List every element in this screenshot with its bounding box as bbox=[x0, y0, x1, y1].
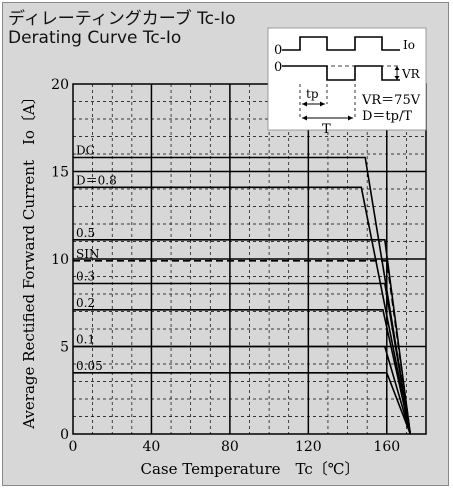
series-line-2 bbox=[73, 239, 412, 435]
series-label-1: D＝0.8 bbox=[76, 173, 117, 187]
series-label-3: SIN bbox=[76, 247, 99, 261]
y-tick-label: 15 bbox=[51, 165, 69, 181]
tick-labels: 0 40 80 120 160 0 5 10 15 20 bbox=[51, 77, 400, 455]
x-tick-label: 0 bbox=[69, 439, 78, 455]
series-labels: DC D＝0.8 0.5 SIN 0.3 0.2 0.1 0.05 bbox=[76, 144, 117, 373]
grid bbox=[73, 84, 426, 434]
series-label-0: DC bbox=[76, 144, 95, 158]
series-line-5 bbox=[73, 308, 412, 435]
series-label-4: 0.3 bbox=[76, 270, 95, 284]
series-line-0 bbox=[73, 156, 412, 435]
inset-vr-label: VR bbox=[401, 67, 421, 81]
series-line-6 bbox=[73, 345, 412, 435]
inset-vr-value: VR＝75V bbox=[361, 93, 421, 108]
y-axis-label: Average Rectified Forward Current Io〔A〕 bbox=[20, 89, 38, 430]
y-tick-label: 0 bbox=[60, 427, 69, 443]
chart-subtitle: Derating Curve Tc-Io bbox=[8, 28, 182, 48]
inset-tp-label: tp bbox=[306, 87, 319, 101]
y-tick-label: 5 bbox=[60, 340, 69, 356]
x-tick-label: 160 bbox=[373, 439, 400, 455]
x-tick-label: 40 bbox=[143, 439, 161, 455]
waveform-inset: 0 0 Io VR tp T VR＝75V D＝tp/T bbox=[267, 27, 427, 137]
series-label-6: 0.1 bbox=[76, 333, 95, 347]
series-label-5: 0.2 bbox=[76, 296, 95, 310]
inset-t-label: T bbox=[322, 122, 331, 137]
chart-title: ディレーティングカーブ Tc-Io bbox=[8, 9, 236, 29]
plot-frame bbox=[72, 83, 427, 435]
io-waveform bbox=[282, 36, 400, 51]
series-line-1 bbox=[73, 186, 412, 435]
x-tick-label: 120 bbox=[295, 439, 322, 455]
series-label-2: 0.5 bbox=[76, 226, 95, 240]
inset-duty-formula: D＝tp/T bbox=[362, 109, 412, 124]
series-line-7 bbox=[73, 371, 412, 435]
curves bbox=[73, 156, 412, 435]
inset-box bbox=[267, 27, 427, 131]
inset-io-label: Io bbox=[403, 38, 415, 52]
x-tick-label: 80 bbox=[221, 439, 239, 455]
y-tick-label: 10 bbox=[51, 252, 69, 268]
vr-arrow-heads bbox=[394, 66, 400, 80]
series-line-3 bbox=[73, 259, 412, 435]
tp-arrow-heads bbox=[302, 101, 325, 107]
series-line-4 bbox=[73, 282, 412, 435]
x-axis-label: Case Temperature Tc〔℃〕 bbox=[140, 460, 359, 478]
y-tick-label: 20 bbox=[51, 77, 69, 93]
series-label-7: 0.05 bbox=[76, 359, 103, 373]
inset-zero-top: 0 bbox=[274, 43, 282, 58]
inset-zero-bottom: 0 bbox=[274, 60, 282, 75]
